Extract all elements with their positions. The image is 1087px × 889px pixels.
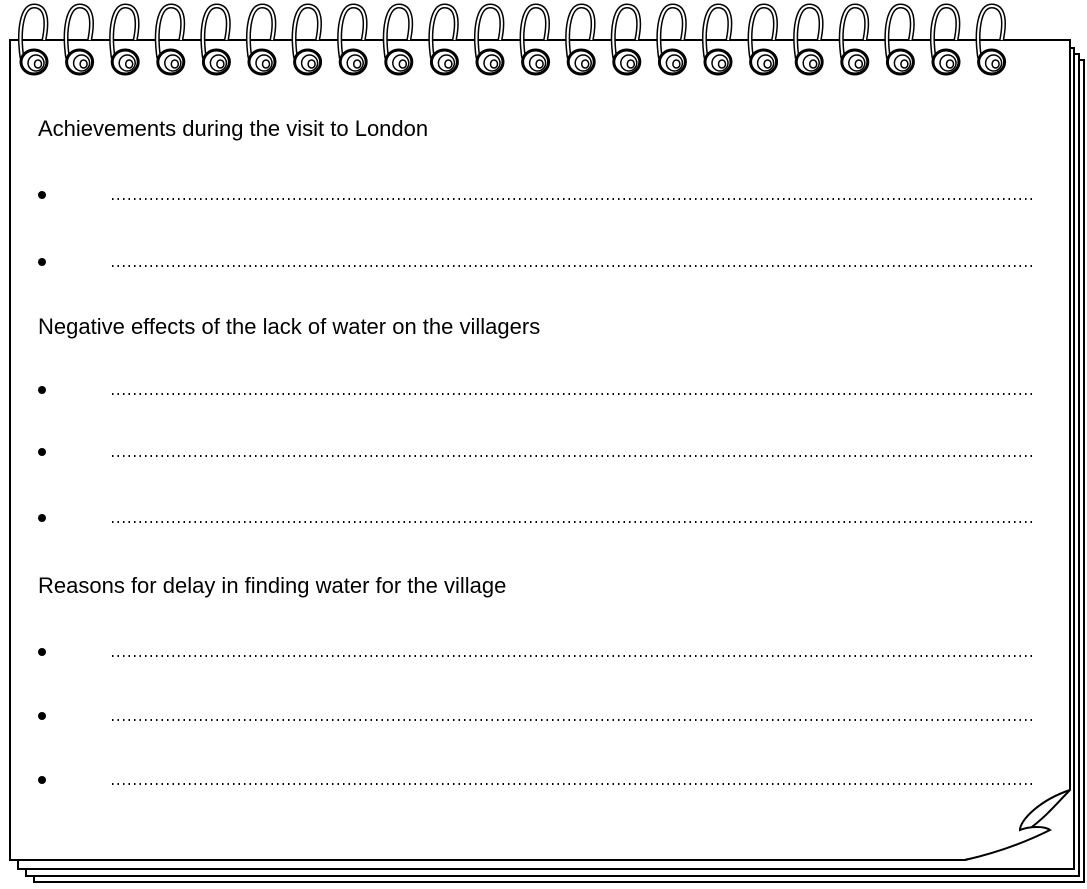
front-page	[10, 40, 1070, 860]
section-heading: Reasons for delay in finding water for t…	[38, 573, 506, 598]
page: Achievements during the visit to London …	[0, 0, 1087, 889]
section-heading: Achievements during the visit to London	[38, 116, 428, 141]
notepad: Achievements during the visit to London …	[0, 0, 1087, 889]
section-heading: Negative effects of the lack of water on…	[38, 314, 540, 339]
